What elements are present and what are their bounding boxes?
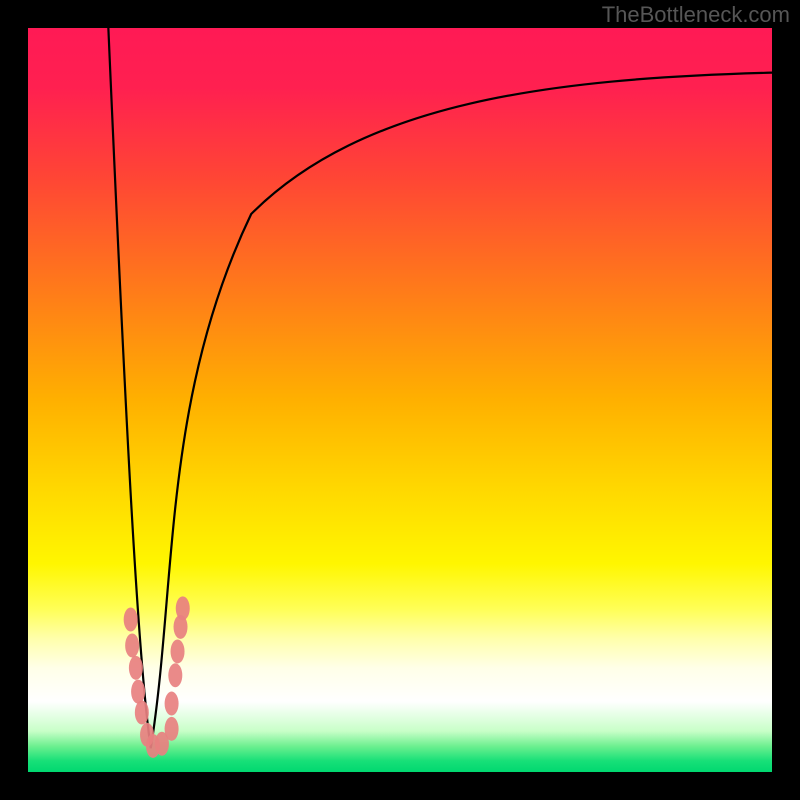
data-marker [124, 607, 138, 631]
data-marker [165, 717, 179, 741]
data-marker [171, 639, 185, 663]
data-marker [168, 663, 182, 687]
data-marker [125, 634, 139, 658]
data-marker [135, 700, 149, 724]
data-marker [131, 680, 145, 704]
data-marker [176, 596, 190, 620]
bottleneck-chart [0, 0, 800, 800]
data-marker [129, 656, 143, 680]
data-marker [165, 692, 179, 716]
watermark-label: TheBottleneck.com [602, 2, 790, 28]
chart-container: TheBottleneck.com [0, 0, 800, 800]
